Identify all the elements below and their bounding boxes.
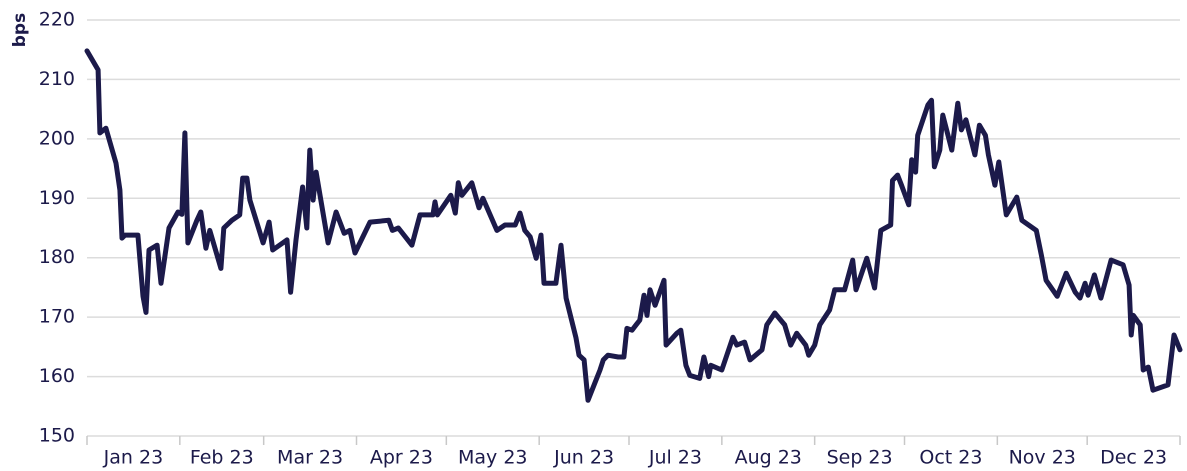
x-tick-label: Feb 23 [190,447,254,469]
x-tick-label: Mar 23 [277,447,343,469]
x-tick-label: Dec 23 [1100,447,1167,469]
y-tick-label: 210 [39,68,75,90]
y-tick-label: 180 [39,246,75,268]
y-tick-label: 220 [39,9,75,31]
x-tick-label: Nov 23 [1009,447,1076,469]
y-tick-label: 200 [39,127,75,149]
x-tick-label: Apr 23 [370,447,433,469]
y-tick-label: 160 [39,365,75,387]
y-tick-label: 190 [39,187,75,209]
line [84,48,1183,403]
x-tick-label: Jun 23 [553,447,614,469]
x-tick-label: May 23 [458,447,528,469]
x-tick-label: Sep 23 [827,447,893,469]
y-tick-label: 150 [39,425,75,447]
y-tick-label: 170 [39,306,75,328]
x-tick-label: Aug 23 [735,447,802,469]
y-axis-label: bps [10,13,30,47]
x-tick-label: Jan 23 [103,447,164,469]
x-tick-label: Jul 23 [648,447,702,469]
x-tick-label: Oct 23 [919,447,982,469]
